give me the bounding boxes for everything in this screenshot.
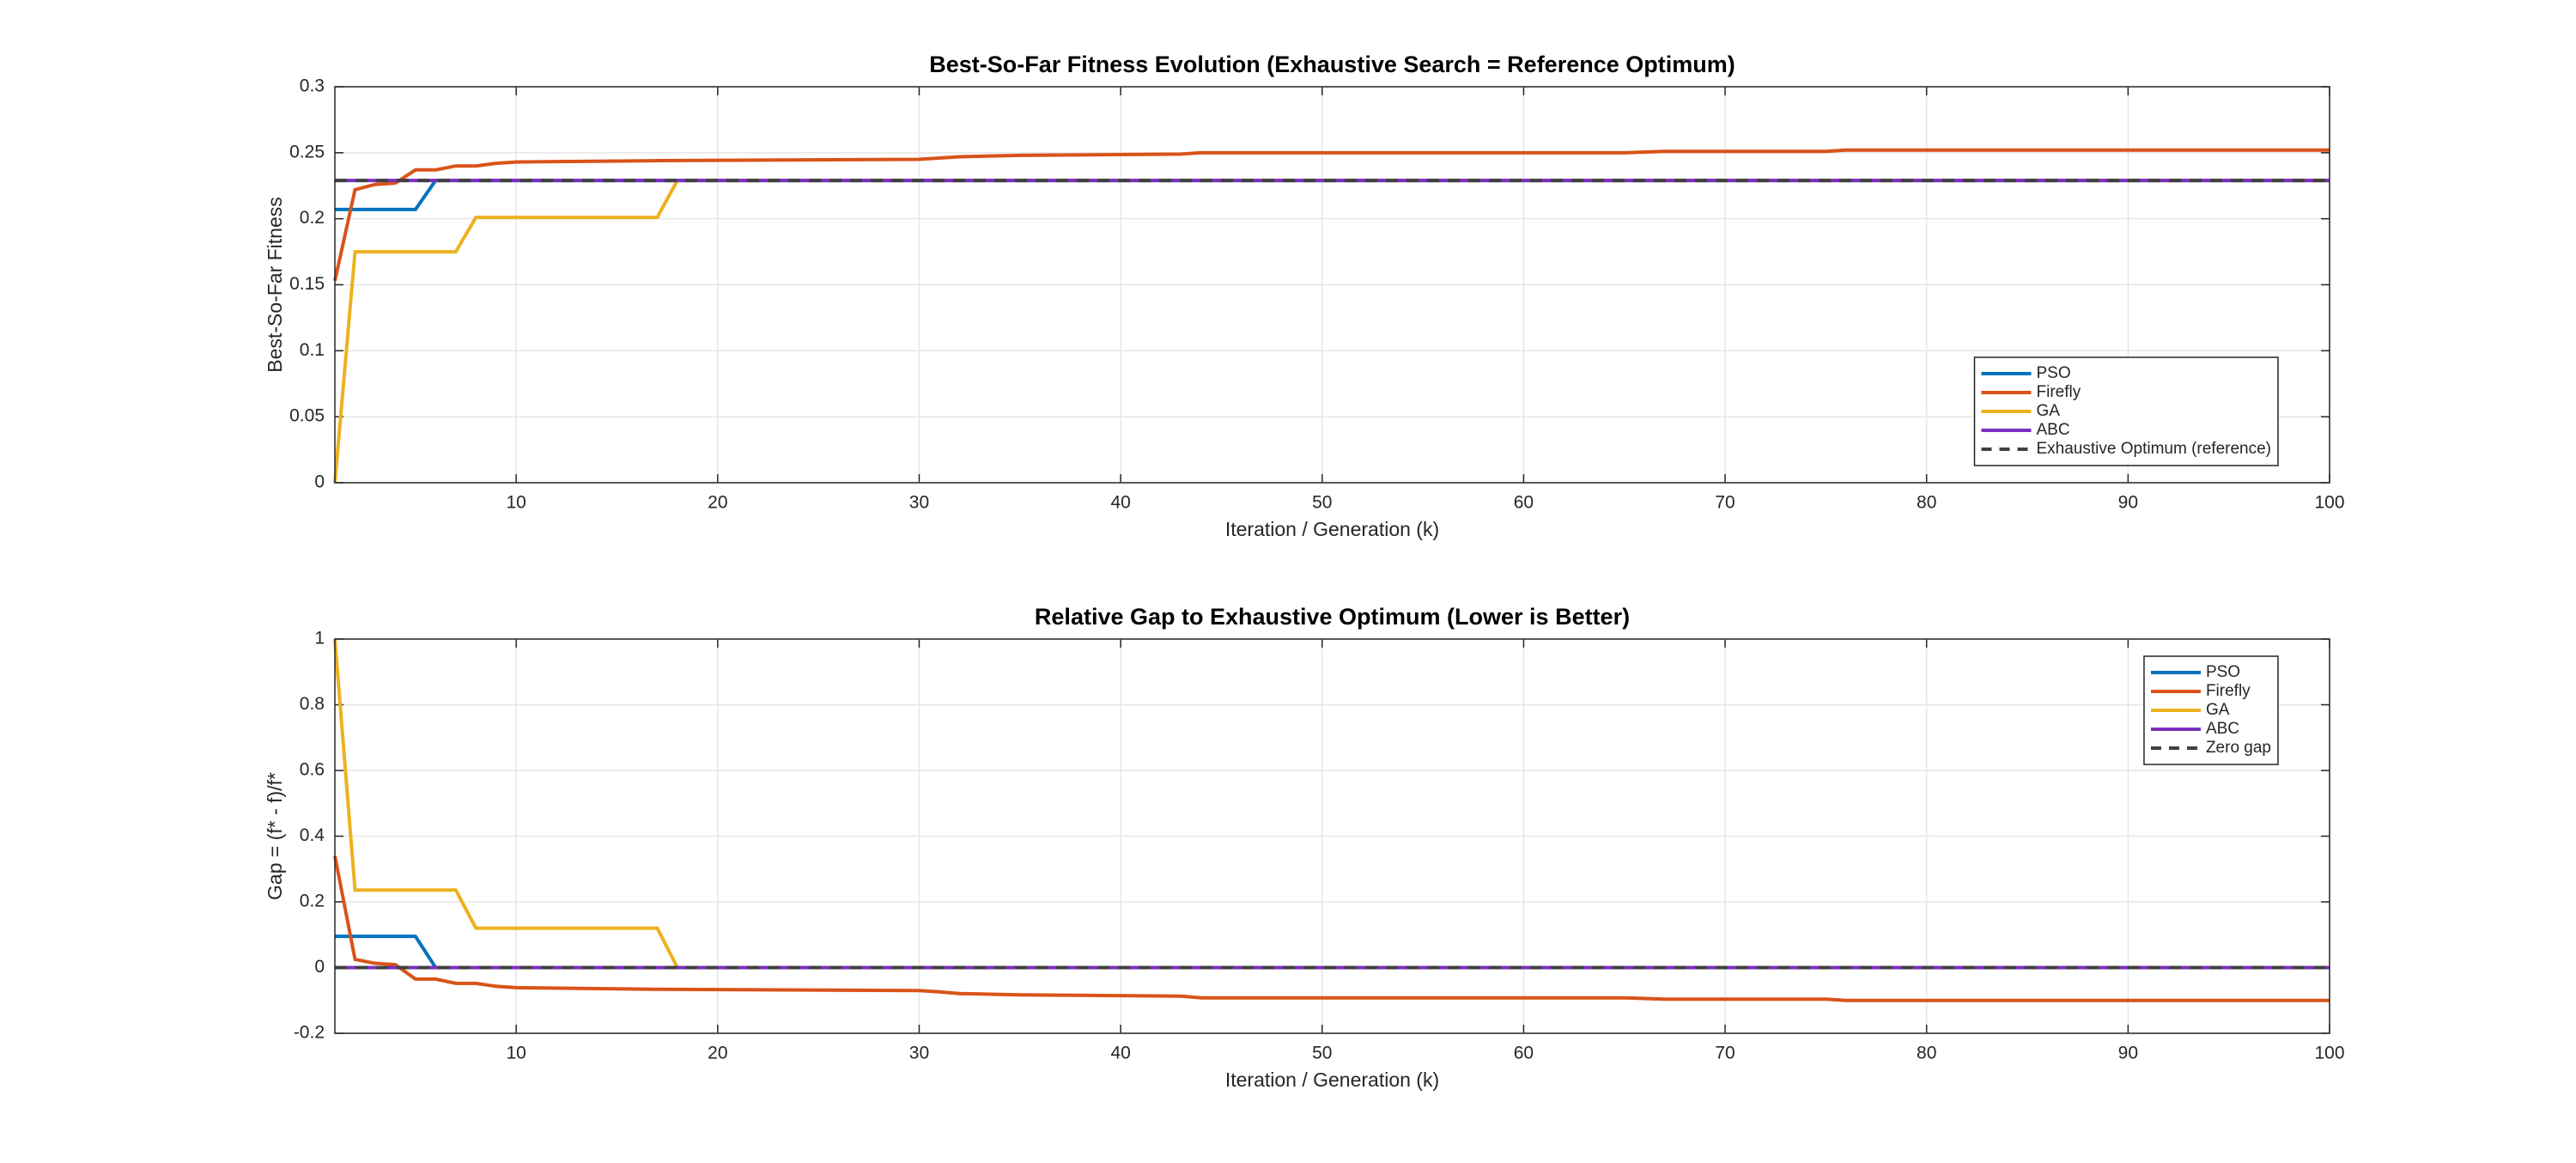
legend-label: PSO	[2037, 364, 2071, 382]
x-tick-label: 10	[507, 493, 526, 513]
x-axis-label: Iteration / Generation (k)	[1225, 1069, 1439, 1091]
legend-label: Zero gap	[2206, 739, 2271, 757]
legend-label: ABC	[2037, 421, 2070, 439]
legend-label: GA	[2037, 402, 2061, 420]
y-tick-label: 0.1	[300, 340, 325, 360]
x-tick-label: 40	[1110, 1044, 1130, 1063]
x-tick-label: 30	[909, 493, 929, 513]
x-tick-label: 60	[1514, 493, 1534, 513]
x-tick-label: 20	[708, 1044, 727, 1063]
x-tick-label: 20	[708, 493, 727, 513]
x-tick-label: 50	[1312, 493, 1332, 513]
chart-title: Best-So-Far Fitness Evolution (Exhaustiv…	[929, 52, 1735, 77]
y-tick-label: 0.2	[300, 208, 325, 228]
y-tick-label: 0.05	[289, 406, 325, 426]
x-tick-label: 60	[1514, 1044, 1534, 1063]
y-tick-label: 0.4	[300, 825, 325, 845]
x-tick-label: 40	[1110, 493, 1130, 513]
x-tick-label: 90	[2118, 1044, 2138, 1063]
x-tick-label: 10	[507, 1044, 526, 1063]
x-axis-label: Iteration / Generation (k)	[1225, 518, 1439, 540]
legend-label: GA	[2206, 701, 2230, 719]
y-tick-label: 0.3	[300, 76, 325, 96]
legend-label: Firefly	[2037, 383, 2081, 401]
chart-title: Relative Gap to Exhaustive Optimum (Lowe…	[1035, 604, 1630, 630]
legend-label: PSO	[2206, 663, 2240, 681]
y-tick-label: 0.25	[289, 142, 325, 161]
y-tick-label: 0.2	[300, 892, 325, 911]
x-tick-label: 70	[1715, 493, 1735, 513]
y-tick-label: 0.15	[289, 274, 325, 294]
y-tick-label: 0	[314, 472, 325, 492]
axes-box	[334, 638, 2330, 1034]
x-tick-label: 80	[1917, 493, 1936, 513]
y-axis-label: Best-So-Far Fitness	[264, 197, 286, 373]
y-tick-label: 0	[314, 957, 325, 977]
legend-label: Firefly	[2206, 682, 2251, 700]
y-tick-label: 0.6	[300, 760, 325, 780]
x-tick-label: 70	[1715, 1044, 1735, 1063]
x-tick-label: 100	[2314, 493, 2344, 513]
series-line	[333, 856, 2330, 1002]
x-tick-label: 100	[2314, 1044, 2344, 1063]
legend-label: Exhaustive Optimum (reference)	[2037, 440, 2272, 458]
legend-label: ABC	[2206, 720, 2239, 738]
x-tick-label: 30	[909, 1044, 929, 1063]
axes-box	[334, 86, 2330, 484]
x-tick-label: 90	[2118, 493, 2138, 513]
series-line	[333, 148, 2330, 282]
y-axis-label: Gap = (f* - f)/f*	[264, 772, 286, 900]
x-tick-label: 80	[1917, 1044, 1936, 1063]
y-tick-label: 0.8	[300, 694, 325, 714]
y-tick-label: -0.2	[294, 1023, 325, 1043]
y-tick-label: 1	[314, 629, 325, 648]
x-tick-label: 50	[1312, 1044, 1332, 1063]
